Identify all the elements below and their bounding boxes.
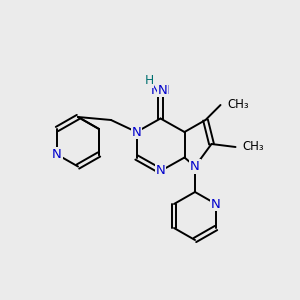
Text: N: N [190,160,200,173]
Text: N: N [211,197,221,211]
Text: CH₃: CH₃ [227,98,249,112]
Text: N: N [52,148,62,161]
Text: N: N [156,164,165,178]
Text: NH: NH [151,83,170,97]
Text: H: H [145,74,154,88]
Text: N: N [132,125,141,139]
Text: CH₃: CH₃ [242,140,264,154]
Text: N: N [158,83,168,97]
